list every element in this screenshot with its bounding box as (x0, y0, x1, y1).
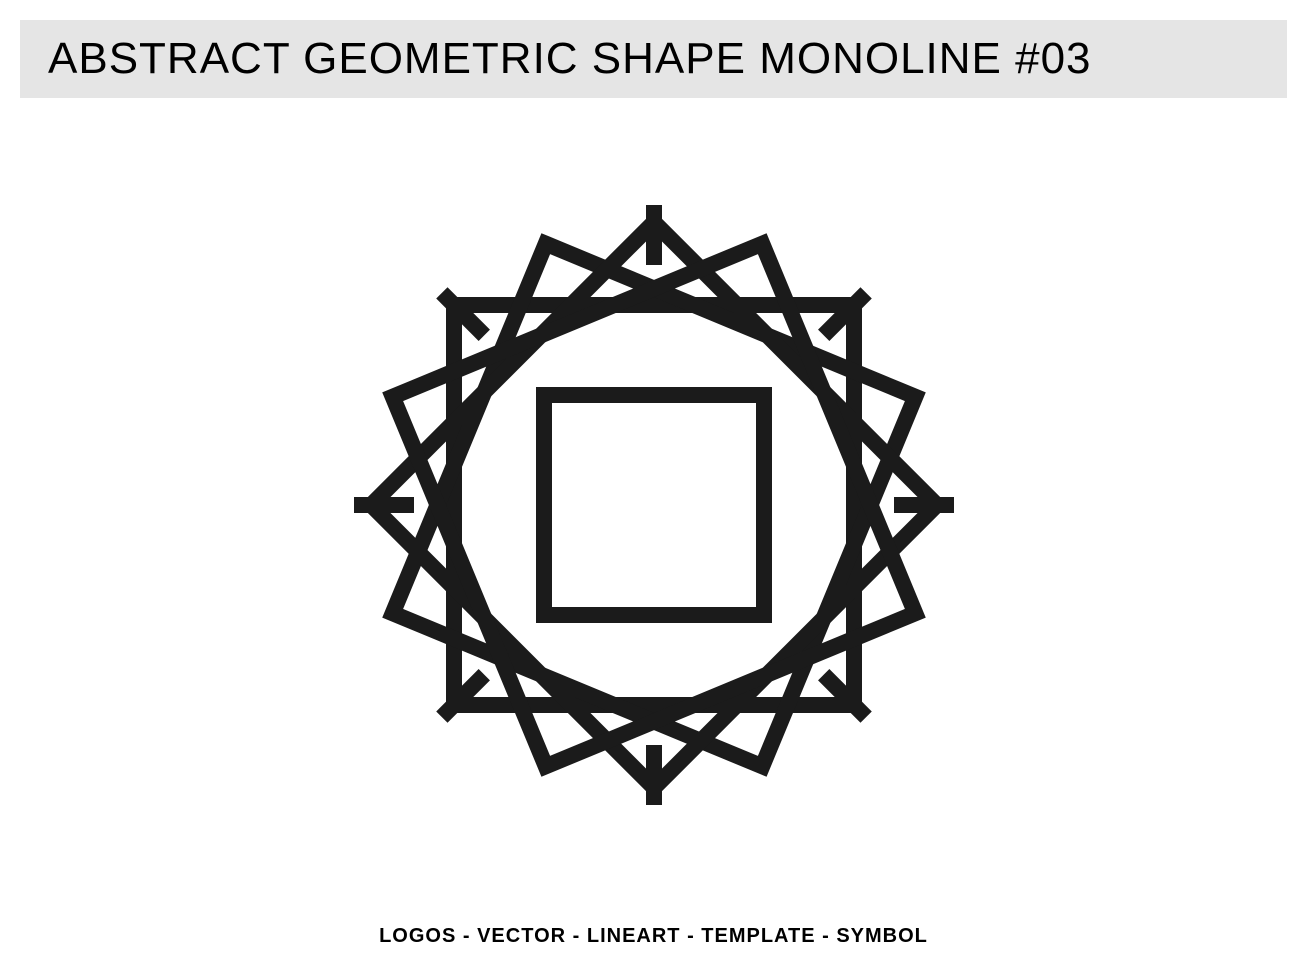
header-bar: ABSTRACT GEOMETRIC SHAPE MONOLINE #03 (20, 20, 1287, 98)
page-title: ABSTRACT GEOMETRIC SHAPE MONOLINE #03 (48, 34, 1092, 84)
geometric-shape-icon (344, 195, 964, 815)
footer-tags: LOGOS - VECTOR - LINEART - TEMPLATE - SY… (0, 925, 1307, 948)
shape-canvas (0, 100, 1307, 910)
